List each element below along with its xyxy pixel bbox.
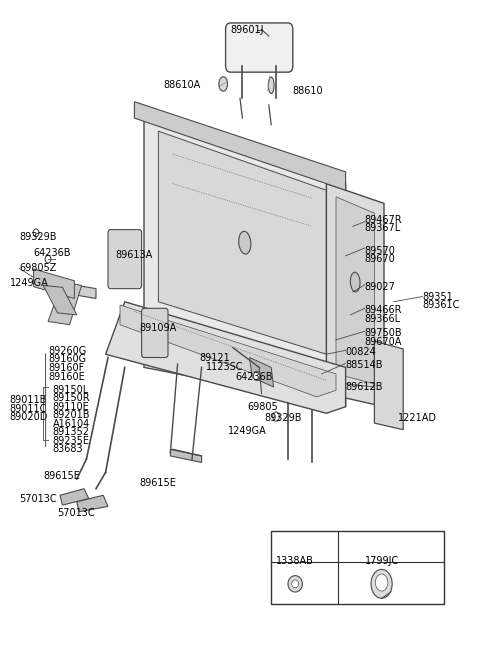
Text: 89670A: 89670A bbox=[365, 337, 402, 347]
Polygon shape bbox=[326, 184, 384, 407]
Polygon shape bbox=[250, 358, 274, 387]
Text: 89612B: 89612B bbox=[346, 382, 383, 392]
Polygon shape bbox=[158, 131, 326, 354]
Polygon shape bbox=[58, 282, 96, 298]
Polygon shape bbox=[106, 302, 346, 413]
Text: 89011B: 89011B bbox=[10, 395, 47, 405]
Polygon shape bbox=[134, 102, 346, 190]
Text: 89570: 89570 bbox=[365, 245, 396, 256]
Text: 891352: 891352 bbox=[53, 427, 90, 438]
Polygon shape bbox=[60, 489, 89, 505]
Polygon shape bbox=[170, 449, 202, 462]
Polygon shape bbox=[144, 118, 346, 407]
Text: 1123SC: 1123SC bbox=[206, 362, 244, 373]
Text: 89011C: 89011C bbox=[10, 403, 47, 414]
Polygon shape bbox=[374, 341, 403, 430]
Text: 89366L: 89366L bbox=[365, 314, 401, 324]
Ellipse shape bbox=[350, 272, 360, 292]
Text: 89201B: 89201B bbox=[53, 410, 90, 420]
Text: 89351: 89351 bbox=[422, 291, 453, 302]
Text: 89329B: 89329B bbox=[264, 413, 301, 423]
Bar bbox=[271, 531, 444, 604]
Circle shape bbox=[273, 412, 279, 421]
Text: 89160E: 89160E bbox=[48, 371, 85, 382]
Text: 89160F: 89160F bbox=[48, 363, 84, 373]
Text: 1799JC: 1799JC bbox=[364, 556, 399, 566]
Text: 1221AD: 1221AD bbox=[398, 413, 437, 423]
FancyBboxPatch shape bbox=[226, 23, 293, 72]
Text: 1338AB: 1338AB bbox=[276, 556, 314, 566]
Text: 83683: 83683 bbox=[53, 444, 84, 455]
Circle shape bbox=[371, 569, 392, 598]
Ellipse shape bbox=[268, 77, 274, 93]
Ellipse shape bbox=[219, 77, 228, 91]
Text: 88610: 88610 bbox=[293, 85, 324, 96]
Text: 89361C: 89361C bbox=[422, 300, 460, 310]
Ellipse shape bbox=[288, 576, 302, 592]
Text: 89121: 89121 bbox=[199, 352, 230, 363]
Text: 89670: 89670 bbox=[365, 254, 396, 264]
FancyBboxPatch shape bbox=[142, 308, 168, 358]
Text: 64236B: 64236B bbox=[34, 248, 71, 258]
Polygon shape bbox=[48, 282, 82, 325]
Text: 64236B: 64236B bbox=[235, 372, 273, 382]
Text: 1249GA: 1249GA bbox=[228, 426, 267, 436]
Ellipse shape bbox=[239, 232, 251, 254]
Text: 89329B: 89329B bbox=[19, 232, 57, 243]
Polygon shape bbox=[43, 285, 77, 315]
Polygon shape bbox=[336, 197, 374, 384]
Text: 89109A: 89109A bbox=[139, 323, 177, 333]
Text: 89235E: 89235E bbox=[53, 436, 90, 446]
Text: 89110E: 89110E bbox=[53, 401, 90, 412]
Text: 89027: 89027 bbox=[365, 281, 396, 292]
Text: 69805: 69805 bbox=[247, 401, 278, 412]
Text: 89020D: 89020D bbox=[10, 412, 48, 422]
Circle shape bbox=[252, 363, 259, 374]
Text: 89150R: 89150R bbox=[53, 393, 90, 403]
Text: A16104: A16104 bbox=[53, 419, 90, 429]
Circle shape bbox=[253, 371, 260, 380]
Text: 1249GA: 1249GA bbox=[10, 278, 48, 289]
Text: 89467R: 89467R bbox=[365, 215, 402, 225]
Polygon shape bbox=[120, 305, 336, 397]
Text: 89150L: 89150L bbox=[53, 384, 89, 395]
Text: 57013C: 57013C bbox=[19, 493, 57, 504]
Text: 00824: 00824 bbox=[346, 347, 376, 358]
Text: 89260G: 89260G bbox=[48, 346, 86, 356]
Ellipse shape bbox=[291, 580, 299, 588]
Text: 89750B: 89750B bbox=[365, 328, 402, 338]
Text: 89466R: 89466R bbox=[365, 305, 402, 316]
Circle shape bbox=[45, 255, 51, 263]
Text: 57013C: 57013C bbox=[58, 508, 95, 518]
Polygon shape bbox=[34, 269, 74, 298]
Text: 89367L: 89367L bbox=[365, 223, 401, 234]
Circle shape bbox=[33, 229, 39, 237]
Text: 88514B: 88514B bbox=[346, 360, 383, 371]
Polygon shape bbox=[77, 495, 108, 512]
Text: 89613A: 89613A bbox=[115, 249, 153, 260]
Circle shape bbox=[375, 574, 388, 591]
Text: 89615E: 89615E bbox=[43, 470, 80, 481]
Text: 88610A: 88610A bbox=[163, 80, 201, 91]
FancyBboxPatch shape bbox=[108, 230, 142, 289]
Text: 69805Z: 69805Z bbox=[19, 263, 57, 274]
Text: 89601J: 89601J bbox=[230, 24, 264, 35]
Text: 89160G: 89160G bbox=[48, 354, 86, 365]
Text: 89615E: 89615E bbox=[139, 478, 176, 489]
